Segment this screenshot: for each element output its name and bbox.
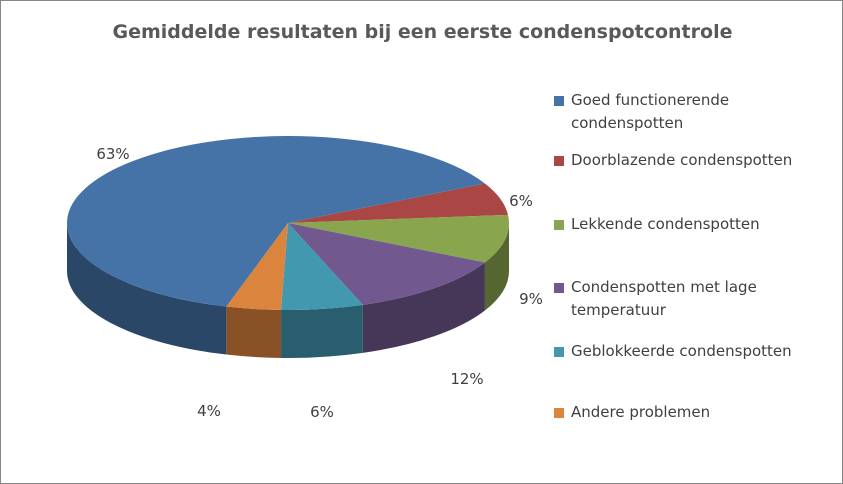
pie-slice-0[interactable]: [67, 136, 485, 307]
pie-side-3: [362, 262, 485, 353]
pie-side-0: [67, 223, 227, 355]
chart-title: Gemiddelde resultaten bij een eerste con…: [112, 21, 733, 43]
pie-side-4: [281, 304, 363, 358]
legend-label: Geblokkeerde condenspotten: [571, 342, 792, 360]
legend-swatch: [554, 96, 564, 106]
pie-side-2: [484, 223, 509, 311]
legend-label: Lekkende condenspotten: [571, 215, 760, 233]
data-label-5: 4%: [197, 402, 221, 420]
pie-slice-2[interactable]: [288, 214, 509, 263]
pie-slice-5[interactable]: [226, 223, 288, 310]
legend-item-2: Lekkende condenspotten: [554, 213, 814, 236]
data-label-2: 9%: [519, 290, 543, 308]
legend-label: Condenspotten met lage temperatuur: [571, 278, 757, 319]
data-label-4: 6%: [310, 403, 334, 421]
pie-side-5: [226, 306, 282, 358]
legend-label: Doorblazende condenspotten: [571, 151, 793, 169]
legend-swatch: [554, 347, 564, 357]
legend-label: Goed functionerende condenspotten: [571, 91, 730, 132]
legend-item-5: Andere problemen: [554, 401, 814, 424]
legend-item-0: Goed functionerende condenspotten: [554, 89, 754, 135]
legend-swatch: [554, 408, 564, 418]
pie-slice-3[interactable]: [288, 223, 485, 305]
pie-slice-1[interactable]: [288, 183, 509, 223]
legend-item-4: Geblokkeerde condenspotten: [554, 340, 814, 363]
data-label-1: 6%: [509, 192, 533, 210]
pie-slice-4[interactable]: [281, 223, 363, 310]
legend-label: Andere problemen: [571, 403, 711, 421]
data-label-0: 63%: [96, 145, 129, 163]
data-label-3: 12%: [450, 370, 483, 388]
legend-swatch: [554, 283, 564, 293]
legend-swatch: [554, 156, 564, 166]
legend-swatch: [554, 220, 564, 230]
legend-item-3: Condenspotten met lage temperatuur: [554, 276, 774, 322]
legend-item-1: Doorblazende condenspotten: [554, 149, 814, 172]
